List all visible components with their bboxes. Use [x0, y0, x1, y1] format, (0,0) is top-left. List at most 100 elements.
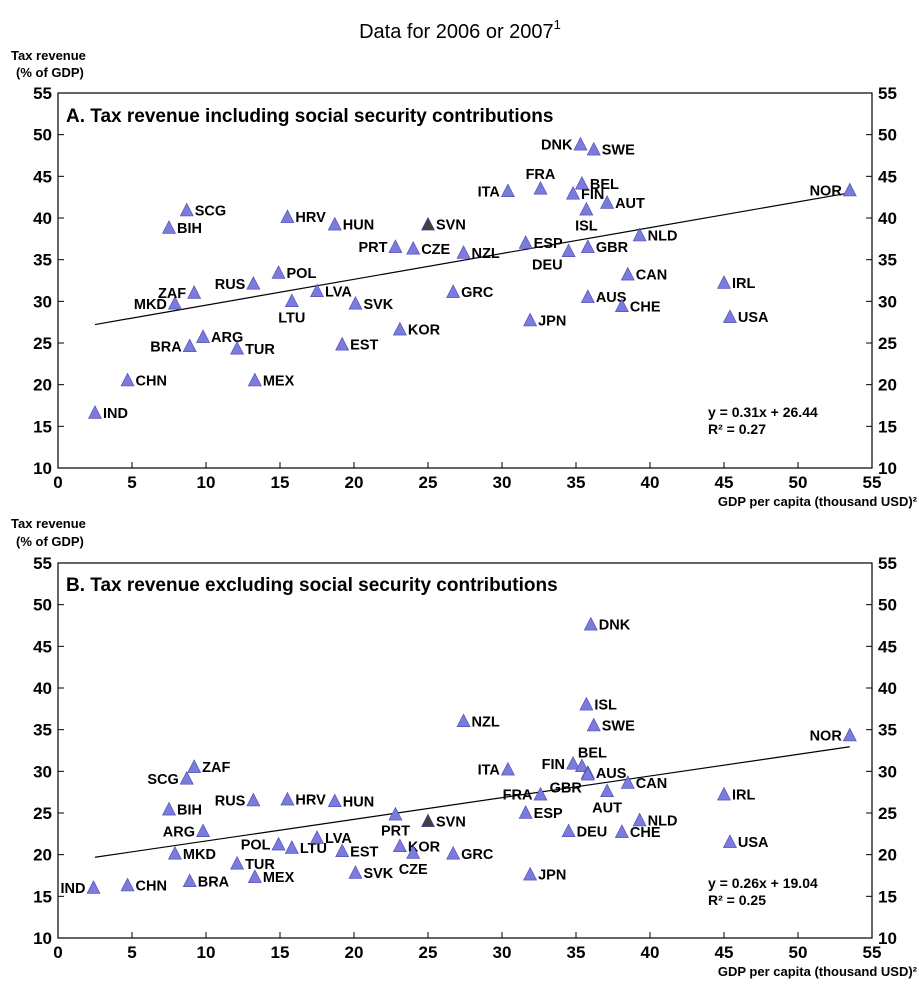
point-gbr-label: GBR: [596, 240, 629, 256]
point-isl-marker: [579, 696, 594, 711]
point-bih-label: BIH: [177, 221, 202, 237]
point-zaf-marker: [187, 759, 202, 773]
point-ita-label: ITA: [478, 763, 501, 779]
point-esp-label: ESP: [534, 806, 563, 822]
y-tick-label-left: 10: [33, 929, 52, 948]
point-pol-marker: [271, 265, 286, 279]
y-tick-label-left: 50: [33, 126, 52, 145]
point-nld-label: NLD: [648, 229, 678, 245]
trend-line: [94, 192, 850, 326]
point-fin-marker: [566, 755, 581, 770]
y-tick-label-right: 50: [878, 596, 897, 615]
point-mex-marker: [247, 869, 262, 883]
point-che-label: CHE: [630, 825, 661, 841]
point-scg-label: SCG: [195, 204, 226, 220]
point-chn-marker: [120, 372, 135, 387]
point-ind-label: IND: [61, 881, 86, 897]
y-tick-label-right: 15: [878, 887, 897, 906]
point-irl-label: IRL: [732, 788, 756, 804]
point-bra-label: BRA: [198, 874, 230, 890]
panel-title: B. Tax revenue excluding social security…: [66, 575, 558, 596]
point-nzl-label: NZL: [472, 246, 500, 262]
point-est-label: EST: [350, 844, 378, 860]
point-aus-label: AUS: [596, 766, 627, 782]
point-hun-marker: [327, 216, 342, 231]
point-aus-marker: [580, 289, 595, 303]
point-nld-label: NLD: [648, 814, 678, 830]
y-tick-label-right: 30: [878, 292, 897, 311]
point-bra-marker: [182, 338, 197, 353]
figure-title: Data for 2006 or 20071: [359, 17, 561, 43]
point-hrv-label: HRV: [295, 793, 326, 809]
y-tick-label-left: 10: [33, 459, 52, 478]
point-bra-marker: [182, 873, 197, 888]
r-squared: R² = 0.27: [708, 421, 766, 437]
y-tick-label-left: 25: [33, 804, 52, 823]
point-kor-label: KOR: [408, 323, 441, 339]
x-tick-label: 55: [863, 473, 882, 492]
y-tick-label-left: 50: [33, 596, 52, 615]
x-axis-label: GDP per capita (thousand USD)²: [718, 494, 918, 509]
point-prt-label: PRT: [358, 240, 387, 256]
point-irl-marker: [717, 275, 731, 289]
point-irl-marker: [717, 786, 731, 801]
point-bel-label: BEL: [590, 177, 619, 193]
point-arg-label: ARG: [211, 330, 243, 346]
x-tick-label: 20: [345, 943, 364, 962]
point-ltu-label: LTU: [278, 310, 305, 326]
x-tick-label: 35: [567, 943, 586, 962]
point-mkd-marker: [167, 295, 182, 310]
point-cze-marker: [406, 845, 421, 859]
point-aut-marker: [600, 195, 615, 209]
x-tick-label: 45: [715, 943, 734, 962]
point-tur-marker: [230, 855, 245, 870]
point-lva-label: LVA: [325, 831, 352, 847]
point-jpn-label: JPN: [538, 868, 566, 884]
point-grc-label: GRC: [461, 847, 494, 863]
point-deu-label: DEU: [577, 824, 608, 840]
y-tick-label-left: 45: [33, 167, 52, 186]
point-nld-marker: [632, 812, 647, 827]
y-tick-label-left: 15: [33, 887, 52, 906]
point-zaf-marker: [187, 285, 202, 299]
point-est-label: EST: [350, 338, 378, 354]
point-rus-marker: [246, 792, 261, 807]
point-dnk-marker: [583, 616, 598, 631]
point-aut-marker: [600, 783, 615, 798]
point-svk-marker: [348, 865, 363, 879]
point-ita-marker: [500, 761, 515, 776]
point-gbr-marker: [580, 239, 595, 253]
y-tick-label-right: 10: [878, 459, 897, 478]
y-tick-label-right: 35: [878, 721, 897, 740]
point-nor-label: NOR: [810, 184, 843, 200]
point-deu-marker: [561, 243, 576, 258]
x-tick-label: 25: [419, 943, 438, 962]
point-scg-marker: [179, 770, 194, 785]
y-tick-label-left: 20: [33, 376, 52, 395]
point-isl-label: ISL: [594, 698, 617, 714]
x-tick-label: 30: [493, 943, 512, 962]
point-cze-marker: [406, 240, 421, 255]
point-che-marker: [614, 298, 629, 313]
point-nor-marker: [842, 727, 857, 742]
point-fin-label: FIN: [542, 757, 565, 773]
point-rus-label: RUS: [215, 277, 246, 293]
point-fin-marker: [566, 185, 581, 200]
point-prt-marker: [388, 239, 403, 253]
y-axis-label-line1: Tax revenue: [11, 516, 86, 531]
y-tick-label-left: 35: [33, 721, 52, 740]
x-tick-label: 5: [127, 473, 136, 492]
point-svk-label: SVK: [363, 866, 393, 882]
point-chn-marker: [120, 877, 135, 892]
point-usa-label: USA: [738, 310, 769, 326]
y-tick-label-left: 15: [33, 417, 52, 436]
point-grc-marker: [446, 845, 461, 860]
point-isl-marker: [579, 201, 594, 216]
trend-equation: y = 0.31x + 26.44: [708, 404, 818, 420]
x-tick-label: 50: [789, 943, 808, 962]
y-tick-label-left: 30: [33, 762, 52, 781]
x-tick-label: 20: [345, 473, 364, 492]
point-swe-marker: [586, 141, 601, 156]
